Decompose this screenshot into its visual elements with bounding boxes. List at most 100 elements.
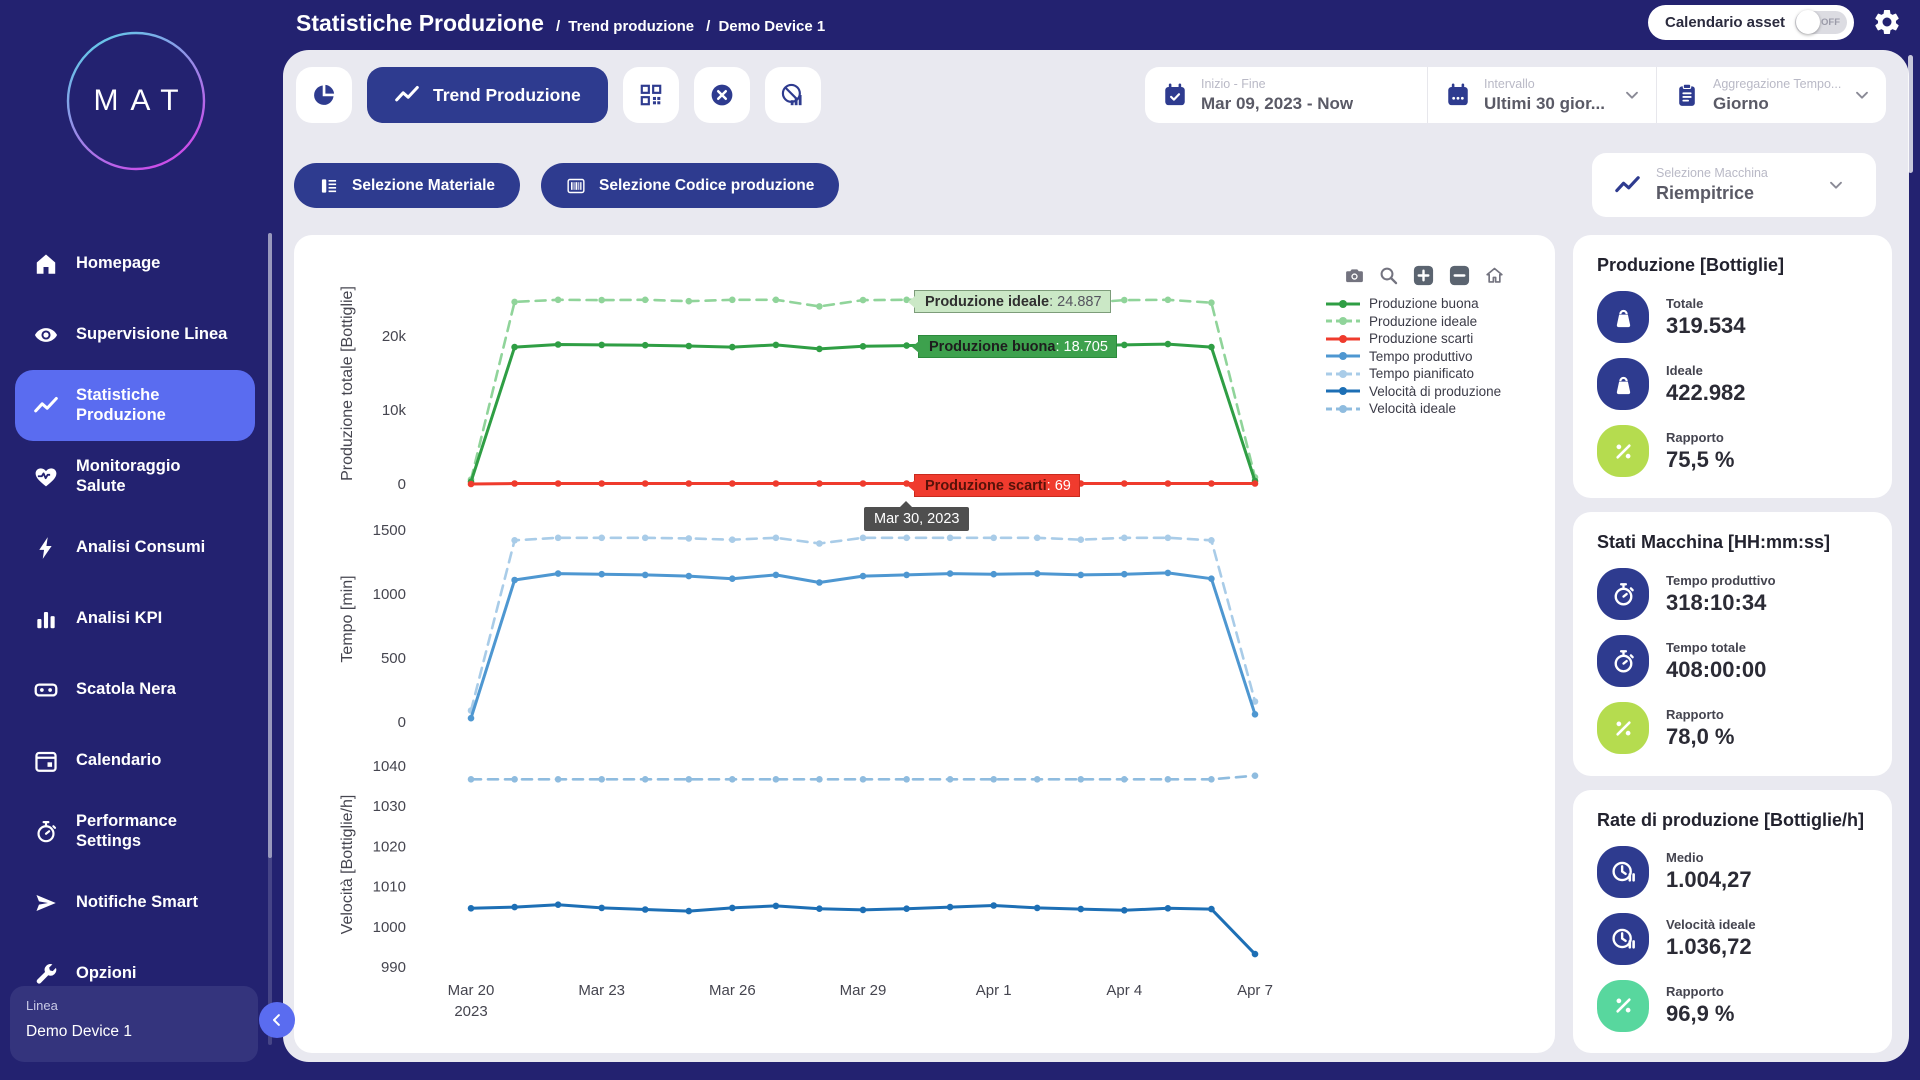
kpi-label: Medio bbox=[1666, 850, 1704, 866]
legend-item-tempo-pianificato[interactable]: Tempo pianificato bbox=[1326, 365, 1501, 383]
legend-item-produzione-ideale[interactable]: Produzione ideale bbox=[1326, 313, 1501, 331]
chart-off-view-button[interactable] bbox=[764, 67, 821, 123]
legend-item-velocit-di-produzione[interactable]: Velocità di produzione bbox=[1326, 383, 1501, 401]
sidebar-item-supervisione-linea[interactable]: Supervisione Linea bbox=[15, 299, 255, 370]
sidebar-item-analisi-consumi[interactable]: Analisi Consumi bbox=[15, 512, 255, 583]
modebar-zoom-out-icon[interactable] bbox=[1448, 264, 1471, 287]
breadcrumb-item-2[interactable]: Demo Device 1 bbox=[706, 18, 825, 35]
legend-label: Velocità di produzione bbox=[1369, 383, 1502, 399]
kpi-label: Tempo totale bbox=[1666, 639, 1746, 655]
tooltip-produzione-ideale: Produzione ideale24.887 bbox=[908, 290, 1111, 313]
kpi-value: 78,0 % bbox=[1666, 723, 1735, 749]
qr-icon bbox=[640, 84, 662, 106]
kpi-row-tempo-totale: Tempo totale 408:00:00 bbox=[1597, 635, 1868, 688]
x-circle-icon bbox=[711, 84, 733, 106]
gear-icon[interactable] bbox=[1872, 7, 1902, 37]
sidebar-item-notifiche-smart[interactable]: Notifiche Smart bbox=[15, 867, 255, 938]
sidebar-item-label: Scatola Nera bbox=[76, 679, 176, 698]
bar-chart-icon bbox=[37, 611, 55, 628]
chevron-left-icon bbox=[268, 1011, 286, 1029]
close-view-button[interactable] bbox=[693, 67, 750, 123]
legend-item-produzione-scarti[interactable]: Produzione scarti bbox=[1326, 330, 1501, 348]
sidebar-item-label: Analisi KPI bbox=[76, 608, 163, 627]
calendario-asset-pill[interactable]: Calendario asset OFF bbox=[1648, 5, 1854, 40]
filter-inizio-fine[interactable]: Inizio - Fine Mar 09, 2023 - Now bbox=[1145, 67, 1427, 123]
legend-item-produzione-buona[interactable]: Produzione buona bbox=[1326, 295, 1501, 313]
chart-modebar bbox=[1344, 264, 1505, 287]
send-icon bbox=[36, 894, 56, 911]
trend-produzione-button[interactable]: Trend Produzione bbox=[367, 67, 608, 123]
wrench-icon bbox=[36, 963, 57, 984]
modebar-zoom-in-icon[interactable] bbox=[1412, 264, 1435, 287]
modebar-autoscale-home-icon[interactable] bbox=[1484, 265, 1505, 286]
filter-label: Inizio - Fine bbox=[1201, 76, 1266, 91]
legend-item-tempo-produttivo[interactable]: Tempo produttivo bbox=[1326, 348, 1501, 366]
eye-icon bbox=[33, 322, 59, 348]
sidebar-collapse-button[interactable] bbox=[259, 1002, 295, 1038]
sidebar-scrollbar-thumb[interactable] bbox=[268, 233, 272, 858]
percent-icon bbox=[1610, 992, 1637, 1019]
axis-text: Apr 1 bbox=[976, 982, 1012, 999]
pie-view-button[interactable] bbox=[296, 67, 352, 123]
legend-swatch bbox=[1326, 334, 1360, 343]
page-scrollbar[interactable] bbox=[1908, 55, 1913, 173]
device-card[interactable]: Linea Demo Device 1 bbox=[10, 986, 258, 1062]
weight-icon bbox=[1610, 371, 1637, 398]
selezione-codice-produzione-button[interactable]: Selezione Codice produzione bbox=[541, 163, 840, 208]
modebar-zoom-icon[interactable] bbox=[1378, 265, 1399, 286]
sidebar-item-monitoraggio-salute[interactable]: Monitoraggio Salute bbox=[15, 441, 255, 512]
sidebar-item-opzioni[interactable]: Opzioni bbox=[15, 938, 255, 1009]
calendario-asset-label: Calendario asset bbox=[1665, 14, 1786, 31]
selezione-codice-label: Selezione Codice produzione bbox=[599, 176, 815, 194]
toggle-knob bbox=[1796, 10, 1821, 34]
weight-icon bbox=[1610, 304, 1637, 331]
barcode-icon bbox=[567, 178, 585, 193]
modebar-camera-icon[interactable] bbox=[1344, 265, 1365, 286]
eye-icon bbox=[34, 327, 58, 342]
sidebar-item-calendario[interactable]: Calendario bbox=[15, 725, 255, 796]
axis-text: 500 bbox=[381, 650, 406, 667]
chevron-down-icon bbox=[1830, 181, 1842, 189]
trend-chart[interactable]: 0 10k 20k Produzione totale [Bottiglie] 0 500… bbox=[294, 235, 1555, 1053]
breadcrumb-item-1[interactable]: Trend produzione bbox=[556, 18, 694, 35]
kpi-card-rate-di-produzione-bottiglie-h-: Rate di produzione [Bottiglie/h] Medio 1.0… bbox=[1573, 789, 1892, 1053]
list-icon bbox=[321, 178, 337, 193]
legend-swatch bbox=[1326, 404, 1360, 413]
autoscale-home-icon bbox=[1486, 267, 1503, 283]
tooltip-produzione-buona: Produzione buona18.705 bbox=[912, 335, 1117, 358]
sidebar-item-analisi-kpi[interactable]: Analisi KPI bbox=[15, 583, 255, 654]
kpi-value: 408:00:00 bbox=[1666, 656, 1767, 682]
sidebar-scrollbar[interactable] bbox=[268, 233, 272, 1045]
axis-text: 1500 bbox=[373, 522, 406, 539]
filter-intervallo[interactable]: Intervallo Ultimi 30 gior... bbox=[1427, 67, 1656, 123]
time-filter-bar: Inizio - Fine Mar 09, 2023 - Now Intervall… bbox=[1145, 67, 1886, 123]
gear-icon bbox=[1875, 10, 1899, 34]
chevron-down-icon bbox=[1622, 85, 1642, 105]
filter-value: Giorno bbox=[1713, 93, 1769, 113]
sidebar-item-statistiche-produzione[interactable]: Statistiche Produzione bbox=[15, 370, 255, 441]
list-icon bbox=[319, 176, 339, 196]
sidebar-item-performance-settings[interactable]: Performance Settings bbox=[15, 796, 255, 867]
legend-swatch bbox=[1326, 317, 1360, 326]
pie-icon bbox=[314, 84, 335, 105]
trend-icon bbox=[395, 86, 419, 102]
calendario-asset-toggle[interactable]: OFF bbox=[1795, 10, 1847, 34]
kpi-row-totale: Totale 319.534 bbox=[1597, 291, 1868, 343]
axis-text: Mar 23 bbox=[578, 982, 625, 999]
selezione-materiale-label: Selezione Materiale bbox=[352, 176, 496, 194]
selezione-macchina-dropdown[interactable]: Selezione Macchina Riempitrice bbox=[1592, 153, 1876, 217]
selezione-materiale-button[interactable]: Selezione Materiale bbox=[294, 163, 521, 208]
sidebar-item-label: Performance Settings bbox=[76, 812, 177, 850]
qr-view-button[interactable] bbox=[622, 67, 679, 123]
legend-item-velocit-ideale[interactable]: Velocità ideale bbox=[1326, 400, 1501, 418]
legend-label: Produzione scarti bbox=[1369, 331, 1474, 347]
axis-text: Produzione totale [Bottiglie] bbox=[339, 286, 356, 481]
timer-icon bbox=[37, 820, 57, 842]
sidebar-item-homepage[interactable]: Homepage bbox=[15, 228, 255, 299]
axis-text: Mar 29 bbox=[840, 982, 887, 999]
legend-swatch bbox=[1326, 352, 1360, 361]
axis-text: Tempo [min] bbox=[339, 575, 356, 662]
sidebar-item-scatola-nera[interactable]: Scatola Nera bbox=[15, 654, 255, 725]
filter-aggregazione-tempo[interactable]: Aggregazione Tempo... Giorno bbox=[1656, 67, 1886, 123]
sidebar-item-label: Analisi Consumi bbox=[76, 537, 206, 556]
